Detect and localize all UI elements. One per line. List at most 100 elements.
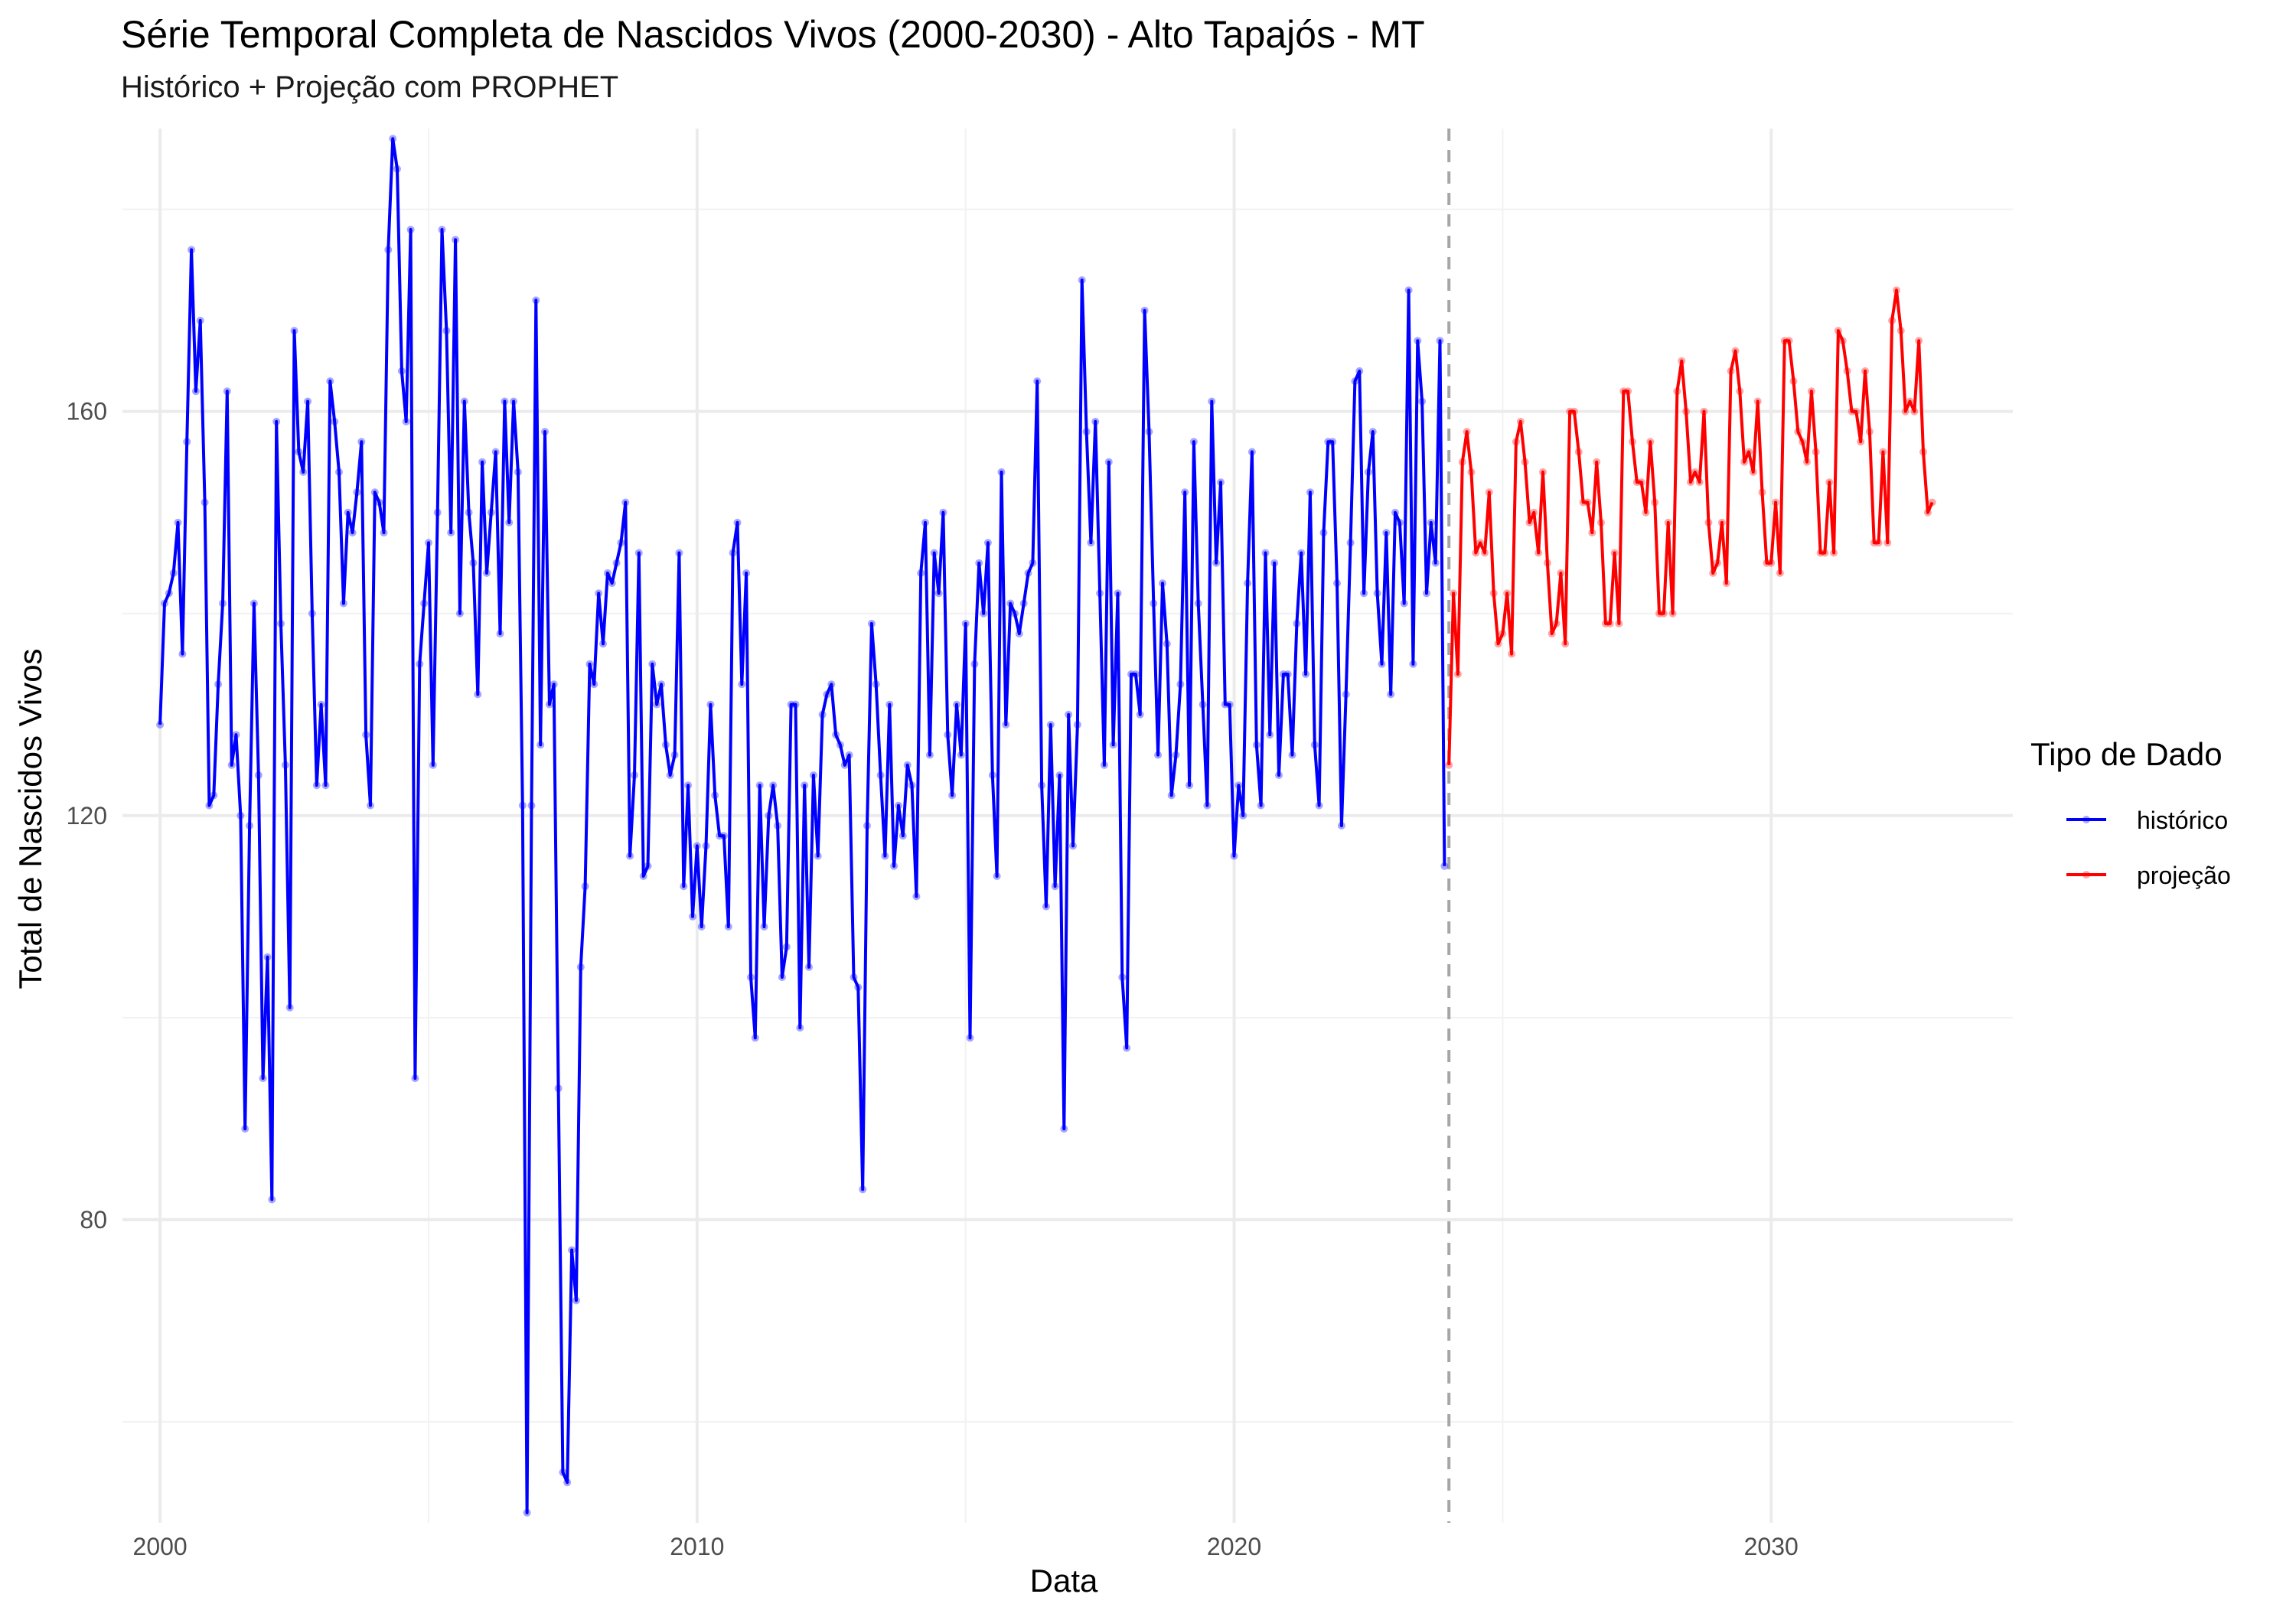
data-point [268,1195,276,1204]
data-point [1896,327,1905,335]
data-point [1888,316,1896,324]
data-point [1418,397,1427,406]
data-point [805,963,813,971]
data-point [1091,417,1100,425]
data-point [639,872,647,880]
data-point [367,801,374,810]
data-point [590,680,598,689]
data-point [1346,539,1355,547]
data-point [621,498,630,507]
data-point [496,630,504,638]
data-point [1821,549,1829,557]
legend-title: Tipo de Dado [2030,736,2223,772]
data-point [1668,609,1677,618]
x-tick-label: 2010 [670,1533,724,1560]
data-point [1270,559,1279,567]
data-point [782,943,791,951]
data-point [1874,539,1883,547]
data-point [1857,438,1865,446]
data-point [1803,458,1811,466]
data-point [755,781,764,790]
data-point [1789,377,1798,386]
data-point [1453,670,1462,678]
data-point [612,559,621,567]
legend: Tipo de Dado histórico projeção [2030,736,2231,889]
data-point [161,599,168,608]
data-point [774,822,782,830]
data-point [1409,660,1417,668]
data-point [478,458,487,466]
data-point [572,1296,580,1305]
data-point [1870,539,1878,547]
data-point [290,327,298,335]
data-point [510,397,518,406]
data-point [402,417,410,425]
data-point [939,508,947,517]
data-point [859,1185,867,1194]
data-point [644,862,652,870]
data-point [1365,468,1372,476]
data-point [1637,478,1645,487]
data-point [1212,559,1221,567]
data-point [863,822,871,830]
y-tick-label: 120 [67,802,107,830]
data-point [1463,428,1471,436]
data-point [1065,710,1073,719]
data-point [1664,518,1672,526]
legend-marker-projecao [2082,871,2090,878]
data-point [953,700,960,709]
data-point [1893,286,1900,295]
data-point [1695,478,1704,487]
data-point [1038,781,1046,790]
data-point [1467,468,1476,476]
data-point [934,589,943,598]
data-point [178,650,187,658]
series-projecao [1445,286,1936,769]
data-point [1186,781,1194,790]
data-point [661,741,670,749]
data-point [1123,1044,1131,1052]
data-point [1727,367,1735,375]
data-point [885,700,894,709]
data-point [1087,539,1095,547]
data-point [1297,549,1306,557]
data-point [411,1074,419,1083]
data-point [1310,741,1319,749]
data-point [285,1003,294,1012]
data-point [706,700,715,709]
data-point [1055,771,1064,779]
data-point [1150,599,1158,608]
data-point [1758,488,1766,497]
data-point [738,680,746,689]
data-point [966,1034,974,1042]
data-point [666,771,674,779]
data-point [581,882,589,891]
data-point [1163,640,1171,648]
data-point [1378,660,1386,668]
legend-marker-historico [2082,816,2090,823]
data-point [1136,710,1144,719]
data-point [1391,508,1399,517]
x-tick-label: 2030 [1744,1533,1799,1560]
data-point [568,1246,576,1254]
data-point [304,397,312,406]
data-point [1302,670,1310,678]
series-historico [156,135,1449,1517]
data-point [980,609,988,618]
data-point [1355,367,1364,375]
data-point [375,498,383,507]
data-point [1029,559,1037,567]
data-point [809,771,817,779]
data-point [1700,407,1708,416]
data-point [1082,428,1091,436]
data-point [236,811,245,820]
data-point [1024,569,1032,577]
data-point [1400,599,1408,608]
data-point [993,872,1001,880]
data-point [438,226,446,233]
data-point [1906,397,1914,406]
data-point [1078,276,1086,284]
data-point [1172,751,1180,759]
data-point [653,700,661,709]
data-point [1440,862,1449,870]
